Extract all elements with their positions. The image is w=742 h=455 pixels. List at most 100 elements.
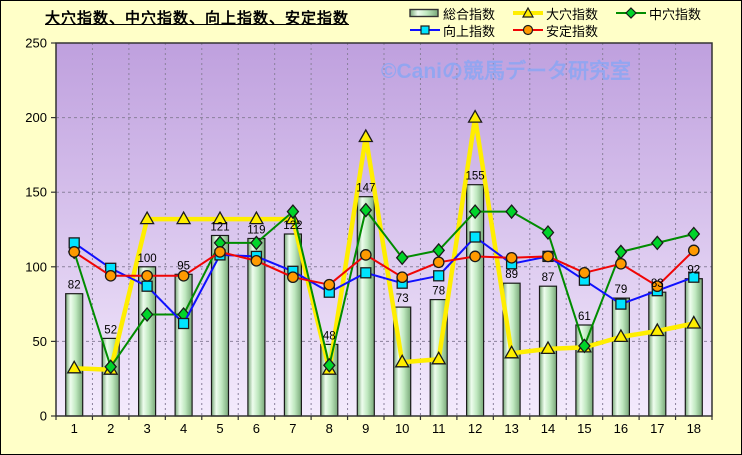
x-tick-label: 10 (395, 421, 409, 436)
triangle-marker-icon (503, 344, 520, 359)
y-tick-label: 0 (40, 409, 47, 424)
triangle-series-swatch-icon (512, 6, 544, 20)
x-tick-label: 9 (362, 421, 369, 436)
circle-marker-icon (687, 244, 700, 257)
bar-value-label: 48 (323, 330, 336, 342)
diamond-marker-icon (322, 357, 336, 373)
bar-value-label: 95 (177, 260, 190, 272)
x-tick-label: 2 (107, 421, 114, 436)
square-marker-icon (433, 270, 445, 282)
y-tick-label: 200 (25, 110, 47, 125)
circle-marker-icon (68, 246, 81, 258)
diamond-marker-icon (140, 306, 154, 323)
square-marker-icon (688, 271, 700, 283)
bar-value-label: 155 (466, 171, 485, 183)
bar (210, 234, 230, 417)
diamond-marker-icon (468, 204, 482, 220)
bar-value-label: 122 (283, 220, 302, 232)
circle-marker-icon (104, 269, 117, 282)
bar (611, 297, 631, 417)
bar-series-swatch-icon (409, 6, 441, 20)
square-marker-icon (469, 231, 481, 243)
bar-value-label: 119 (247, 225, 265, 237)
bar (283, 233, 302, 417)
triangle-marker-icon (66, 359, 82, 374)
circle-marker-icon (651, 280, 664, 293)
bar-value-label: 83 (651, 278, 664, 290)
legend-item-chuana-shisu: 中穴指数 (615, 5, 727, 22)
bar-value-label: 87 (542, 272, 555, 284)
square-marker-icon (177, 317, 190, 330)
bar (648, 291, 667, 417)
x-tick-label: 14 (541, 421, 555, 436)
diamond-marker-icon (541, 224, 555, 241)
triangle-marker-icon (431, 350, 447, 365)
triangle-marker-icon (467, 109, 483, 123)
line-series (73, 236, 695, 325)
bar-value-label: 147 (356, 183, 375, 195)
bar-value-label: 78 (432, 286, 445, 298)
y-tick-label: 250 (25, 36, 47, 51)
x-tick-label: 6 (253, 421, 260, 436)
line-series (73, 249, 695, 288)
bar (356, 196, 375, 417)
x-tick-label: 4 (180, 421, 187, 436)
legend-label: 安定指数 (546, 23, 599, 39)
circle-marker-icon (505, 251, 518, 264)
circle-marker-icon (432, 256, 445, 269)
diamond-marker-icon (650, 235, 664, 251)
x-tick-label: 3 (143, 421, 150, 436)
diamond-series-swatch-icon (615, 6, 647, 20)
triangle-marker-icon (394, 353, 410, 368)
x-tick-label: 12 (468, 421, 482, 436)
x-tick-label: 18 (687, 421, 701, 436)
triangle-marker-icon (649, 322, 665, 337)
bar-value-label: 79 (615, 284, 628, 296)
bar-value-label: 100 (138, 253, 157, 265)
legend-label: 大穴指数 (546, 6, 599, 22)
circle-marker-icon (359, 249, 372, 261)
bar (65, 293, 84, 417)
bar-value-label: 89 (505, 269, 518, 281)
circle-marker-icon (615, 257, 627, 270)
x-tick-label: 1 (71, 421, 78, 436)
legend-item-antei-shisu: 安定指数 (512, 22, 615, 39)
bar-value-label: 121 (210, 222, 229, 234)
circle-marker-icon (396, 271, 409, 284)
bar-value-label: 92 (687, 265, 700, 277)
diamond-marker-icon (286, 204, 300, 220)
x-tick-label: 13 (504, 421, 518, 436)
triangle-marker-icon (613, 328, 629, 343)
y-tick-label: 100 (25, 259, 47, 274)
x-tick-label: 8 (326, 421, 333, 436)
circle-marker-icon (287, 271, 299, 284)
triangle-marker-icon (248, 210, 265, 225)
square-series-swatch-icon (409, 23, 441, 37)
square-marker-icon (360, 267, 372, 279)
triangle-marker-icon (358, 128, 374, 143)
diamond-marker-icon (359, 202, 373, 218)
square-marker-icon (141, 280, 153, 292)
triangle-marker-icon (686, 315, 702, 329)
triangle-marker-icon (175, 210, 192, 225)
diamond-marker-icon (687, 226, 701, 242)
circle-marker-icon (323, 278, 336, 291)
x-tick-label: 16 (614, 421, 628, 436)
legend-label: 中穴指数 (649, 6, 702, 22)
circle-marker-icon (542, 250, 554, 263)
triangle-marker-icon (139, 210, 155, 225)
diamond-marker-icon (578, 338, 591, 354)
x-tick-label: 5 (216, 421, 223, 436)
bar (174, 273, 193, 417)
circle-marker-icon (250, 254, 263, 267)
x-tick-label: 15 (577, 421, 591, 436)
triangle-marker-icon (540, 340, 556, 355)
circle-marker-icon (141, 269, 153, 282)
legend-label: 総合指数 (443, 6, 496, 22)
square-marker-icon (615, 298, 627, 310)
legend-item-sogo-shisu: 総合指数 (409, 5, 512, 22)
diamond-marker-icon (505, 204, 518, 220)
circle-marker-icon (214, 246, 226, 258)
circle-marker-icon (469, 250, 481, 263)
legend: 総合指数 大穴指数 中穴指数 向上指数 安定指数 (409, 5, 727, 39)
